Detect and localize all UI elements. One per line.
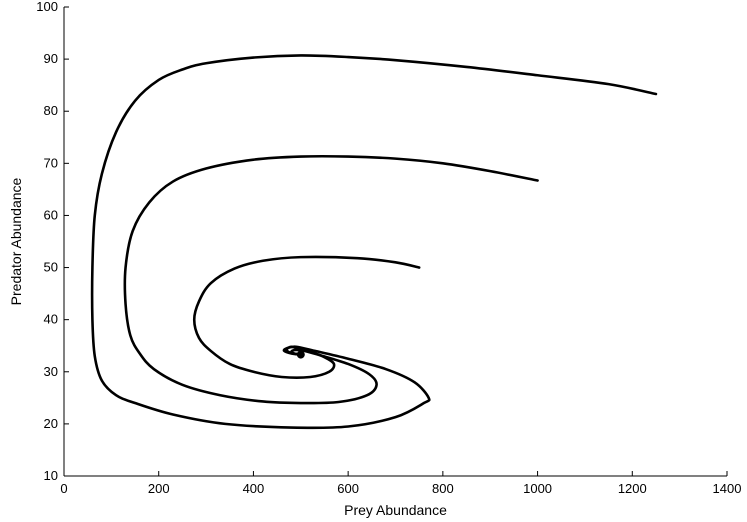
x-tick-label: 1000 — [523, 481, 552, 496]
x-tick-label: 800 — [432, 481, 454, 496]
y-tick-label: 70 — [44, 155, 58, 170]
trajectory-line-2 — [123, 154, 539, 405]
y-tick-label: 20 — [44, 416, 58, 431]
trajectory-line-1 — [90, 54, 658, 430]
y-ticks: 10 20 30 40 50 60 70 80 90 100 — [36, 0, 69, 483]
equilibrium-point — [296, 350, 305, 359]
x-tick-label: 1400 — [713, 481, 742, 496]
y-tick-label: 40 — [44, 312, 58, 327]
y-axis-title: Predator Abundance — [8, 177, 24, 305]
axes — [63, 7, 727, 477]
y-tick-label: 80 — [44, 103, 58, 118]
trajectories — [90, 54, 658, 430]
y-tick-label: 50 — [44, 260, 58, 275]
x-ticks: 0 200 400 600 800 1000 1200 1400 — [60, 471, 741, 496]
y-tick-label: 10 — [44, 468, 58, 483]
x-tick-label: 0 — [60, 481, 67, 496]
x-tick-label: 400 — [243, 481, 265, 496]
y-tick-label: 60 — [44, 207, 58, 222]
x-tick-label: 1200 — [618, 481, 647, 496]
trajectory-line-3 — [192, 255, 421, 379]
x-axis-title: Prey Abundance — [344, 502, 447, 518]
x-tick-label: 200 — [148, 481, 170, 496]
y-tick-label: 30 — [44, 364, 58, 379]
y-tick-label: 100 — [36, 0, 58, 14]
x-tick-label: 600 — [337, 481, 359, 496]
equilibrium-layer — [296, 350, 305, 359]
y-tick-label: 90 — [44, 51, 58, 66]
